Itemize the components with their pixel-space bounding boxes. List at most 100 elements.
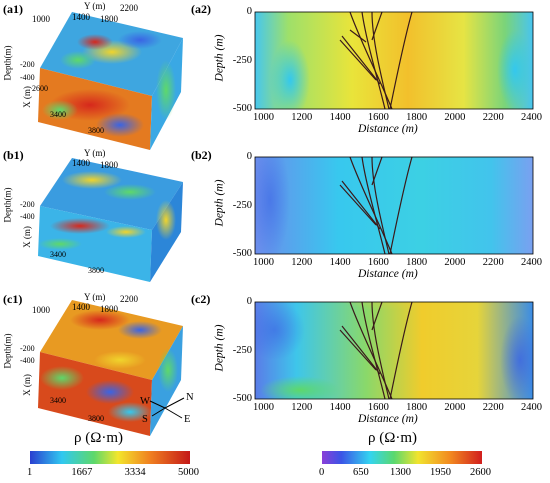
block-c1-x-label: X (m) — [21, 374, 32, 396]
colorbar-right-tick: 1950 — [430, 467, 451, 478]
panel-label-b2: (b2) — [191, 148, 212, 162]
fault-lines-c2 — [339, 302, 413, 399]
section-a2-y-tick: 0 — [246, 6, 252, 17]
colorbar-right-tick: 0 — [319, 467, 325, 478]
block-b1 — [38, 158, 183, 282]
block-c1-x-tick: 3800 — [88, 414, 104, 423]
section-b2-x-tick: 1400 — [329, 257, 351, 268]
section-c2-axes — [254, 301, 534, 400]
colorbar-left-tick: 5000 — [178, 467, 199, 478]
colorbar-left — [30, 451, 190, 464]
colorbar-right-tick: 1300 — [390, 467, 411, 478]
block-c1-depth-label: Depth(m) — [2, 333, 13, 369]
block-b1-x-tick: 3400 — [50, 250, 66, 259]
colorbar-right-label: ρ (Ω·m) — [368, 430, 418, 446]
colorbar-right — [322, 451, 482, 464]
section-b2-x-tick: 1600 — [367, 257, 389, 268]
block-c1-y-tick: 1400 — [72, 302, 90, 312]
compass-s: S — [142, 414, 148, 425]
section-a2-x-tick: 2200 — [482, 112, 504, 123]
fault-lines-a2 — [339, 12, 413, 109]
block-c1-depth-tick: -200 — [20, 344, 35, 353]
block-b1-depth-tick: -200 — [20, 200, 35, 209]
section-c2-y-tick: 0 — [246, 296, 252, 307]
block-a1-x-tick: 3800 — [88, 126, 104, 135]
block-b1-depth-label: Depth(m) — [2, 187, 13, 223]
block-c1-y-tick: 1000 — [32, 305, 50, 315]
section-c2-x-tick: 2200 — [482, 402, 504, 413]
block-c1-y-label: Y (m) — [84, 292, 106, 302]
block-a1-x-tick: 2600 — [32, 84, 48, 93]
block-c1-depth-tick: -400 — [20, 356, 35, 365]
section-b2 — [255, 157, 533, 254]
panel-label-a1: (a1) — [3, 2, 23, 16]
block-a1-depth-tick: -400 — [20, 73, 35, 82]
block-b1-depth-tick: -400 — [20, 212, 35, 221]
colorbar-left-tick: 1667 — [71, 467, 93, 478]
section-c2-y-tick: -500 — [232, 393, 252, 404]
compass-n: N — [186, 392, 194, 403]
section-b2-y-tick: 0 — [246, 151, 252, 162]
block-c1 — [38, 300, 183, 436]
panel-label-b1: (b1) — [3, 148, 24, 162]
section-b2-x-tick: 1200 — [291, 257, 313, 268]
section-b2-y-tick: -250 — [232, 199, 252, 211]
block-a1-x-tick: 3400 — [50, 110, 66, 119]
colorbar-left-label: ρ (Ω·m) — [74, 430, 124, 446]
section-c2-x-tick: 1600 — [367, 402, 389, 413]
colorbar-left-tick: 1 — [27, 467, 33, 478]
section-a2-axes — [254, 11, 534, 110]
block-c1-y-tick: 1800 — [100, 304, 118, 314]
section-c2-xlabel: Distance (m) — [358, 413, 418, 425]
panel-label-c2: (c2) — [191, 292, 211, 306]
colorbar-left-tick: 3334 — [124, 467, 146, 478]
block-b1-y-tick: 1400 — [72, 158, 90, 168]
section-c2-ylabel: Depth (m) — [213, 324, 226, 372]
compass-e: E — [184, 414, 191, 425]
block-c1-x-tick: 3400 — [50, 396, 66, 405]
section-c2 — [255, 302, 533, 399]
section-b2-y-tick: -500 — [232, 248, 252, 259]
block-b1-y-label: Y (m) — [84, 148, 106, 158]
section-c2-x-tick: 1000 — [253, 402, 274, 413]
section-c2-x-tick: 2400 — [521, 402, 542, 413]
fault-lines-b2 — [339, 157, 413, 254]
section-a2-ylabel: Depth (m) — [213, 34, 226, 82]
section-a2-x-tick: 1600 — [367, 112, 389, 123]
section-a2-x-tick: 1000 — [253, 112, 274, 123]
section-a2 — [255, 12, 533, 109]
section-a2-xlabel: Distance (m) — [358, 123, 418, 135]
section-b2-axes — [254, 156, 534, 255]
block-a1-x-label: X (m) — [21, 86, 32, 108]
section-a2-x-tick: 1400 — [329, 112, 351, 123]
section-c2-x-tick: 1200 — [291, 402, 313, 413]
block-a1-y-tick: 1400 — [72, 12, 90, 22]
section-b2-ylabel: Depth (m) — [213, 179, 226, 227]
compass-w: W — [140, 396, 150, 407]
block-a1-y-tick: 1000 — [32, 14, 50, 24]
section-b2-x-tick: 1000 — [253, 257, 274, 268]
panel-label-a2: (a2) — [191, 2, 211, 16]
block-c1-y-tick: 2200 — [120, 294, 138, 304]
block-b1-y-tick: 1800 — [100, 160, 118, 170]
block-a1-depth-tick: -200 — [20, 60, 35, 69]
block-a1-y-tick: 2200 — [120, 3, 138, 13]
block-a1-depth-label: Depth(m) — [2, 45, 13, 81]
section-b2-x-tick: 2400 — [521, 257, 542, 268]
block-a1-y-tick: 1800 — [100, 14, 118, 24]
section-b2-xlabel: Distance (m) — [358, 268, 418, 280]
section-b2-x-tick: 2000 — [444, 257, 466, 268]
section-a2-x-tick: 1200 — [291, 112, 313, 123]
colorbar-right-tick: 650 — [353, 467, 369, 478]
block-b1-x-label: X (m) — [21, 226, 32, 248]
compass-icon — [149, 397, 185, 419]
section-a2-x-tick: 2400 — [521, 112, 542, 123]
section-b2-x-tick: 1800 — [406, 257, 428, 268]
block-b1-x-tick: 3800 — [88, 266, 104, 275]
section-b2-x-tick: 2200 — [482, 257, 504, 268]
block-a1 — [38, 12, 183, 150]
section-a2-x-tick: 1800 — [406, 112, 428, 123]
colorbar-right-tick: 2600 — [470, 467, 491, 478]
section-c2-y-tick: -250 — [232, 344, 252, 356]
